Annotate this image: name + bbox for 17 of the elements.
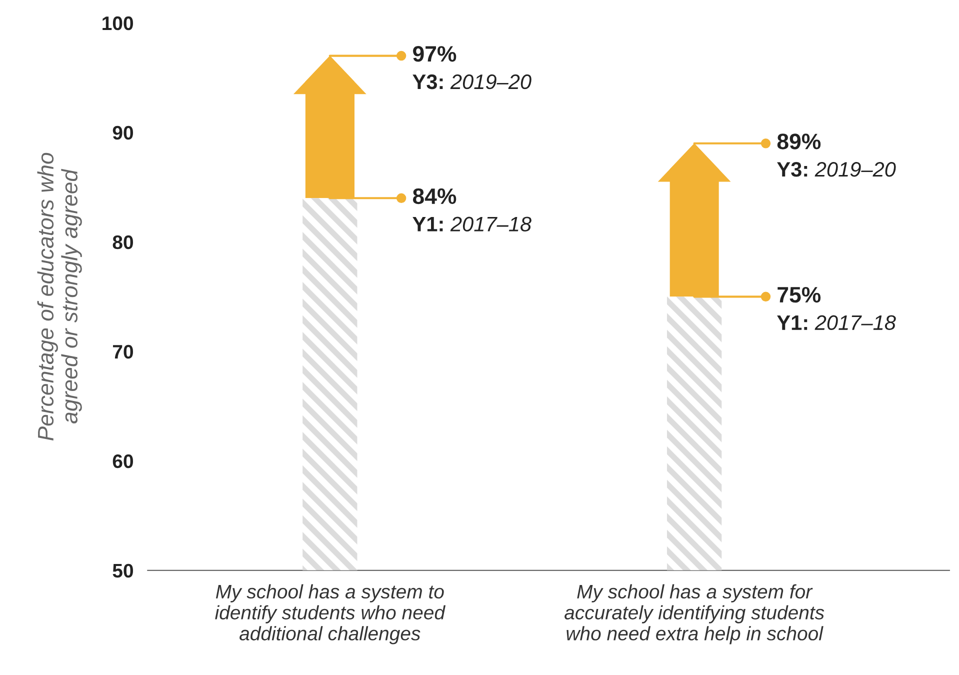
annotation: Y3: 2019–20	[777, 162, 896, 177]
y-tick-label: 60	[112, 454, 133, 468]
y-tick-label: 90	[112, 126, 133, 140]
annotation: Y1: 2017–18	[777, 315, 896, 330]
annotation: Y3: 2019–20	[412, 74, 532, 90]
y-tick-label: 50	[112, 564, 133, 578]
annotation: Y1: 2017–18	[412, 216, 532, 232]
data-label: 75%	[778, 286, 821, 303]
y-tick-label: 70	[113, 344, 133, 359]
x-tick-label: My school has a system to identify students who need additional challenges	[215, 584, 446, 644]
y-axis-title: Percentage of educators who agreed or strongly agreed	[37, 152, 82, 441]
y-tick-label: 80	[112, 235, 133, 250]
total-label: 97%	[413, 46, 456, 62]
x-tick-label: My school has a system for accurately identifying students who need extra help in school	[564, 584, 824, 644]
y-tick-label: 100	[102, 16, 134, 30]
data-label: 84%	[412, 188, 456, 204]
total-label: 89%	[777, 134, 821, 150]
